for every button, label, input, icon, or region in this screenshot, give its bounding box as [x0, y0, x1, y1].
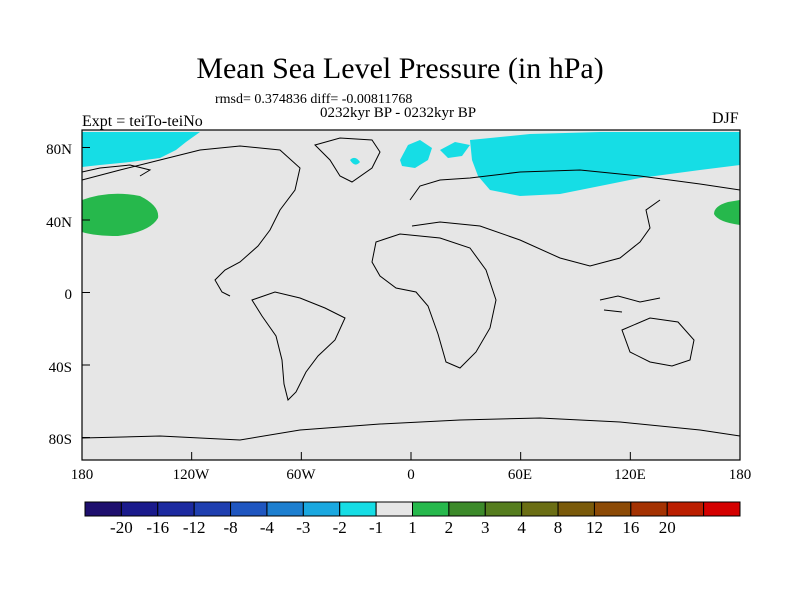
coast-africa: [371, 233, 497, 369]
lat-label-40s: 40S: [48, 360, 72, 376]
lat-label-0: 0: [64, 287, 73, 303]
cyan-region-eurasia: [470, 132, 740, 196]
cyan-region-north-america: [82, 132, 200, 167]
green-region-pacific-east: [82, 193, 159, 236]
colorbar-swatch: [120, 501, 159, 517]
lon-label-0: 0: [407, 467, 415, 483]
colorbar-swatch: [484, 501, 523, 517]
coast-greenland: [314, 137, 381, 183]
colorbar-label: 8: [553, 518, 563, 537]
colorbar-swatch: [630, 501, 668, 517]
coast-antarctica: [81, 417, 741, 441]
colorbar-swatch: [593, 501, 632, 517]
colorbar-swatch: [412, 501, 450, 517]
lon-label-180e: 180: [728, 467, 752, 483]
season-label: DJF: [712, 110, 739, 127]
colorbar-label: -8: [223, 518, 238, 537]
colorbar-swatch: [84, 501, 122, 517]
colorbar-swatch: [157, 501, 195, 517]
colorbar-label: -3: [296, 518, 311, 537]
coast-alaska: [81, 164, 152, 177]
lat-label-40n: 40N: [46, 215, 72, 231]
colorbar-label: 1: [408, 518, 417, 537]
colorbar-label: -1: [369, 518, 384, 537]
colorbar-label: 12: [585, 518, 603, 537]
colorbar-label: 20: [658, 518, 676, 537]
stats-text: rmsd= 0.374836 diff= -0.00811768: [215, 92, 413, 107]
colorbar-label: -20: [110, 518, 133, 537]
coast-europe-asia: [409, 169, 741, 267]
colorbar-swatch: [666, 501, 705, 517]
colorbar-swatch: [375, 501, 414, 517]
lat-label-80s: 80S: [48, 432, 72, 448]
coast-australia: [621, 317, 695, 367]
lon-label-120e: 120E: [614, 467, 646, 483]
cyan-region-scandinavia: [440, 142, 470, 158]
colorbar-swatch: [339, 501, 377, 517]
period-text: 0232kyr BP - 0232kyr BP: [320, 105, 477, 121]
cyan-region-greenland-sea: [350, 157, 360, 165]
map-title: Mean Sea Level Pressure (in hPa): [196, 52, 604, 85]
coast-indonesia: [599, 295, 661, 313]
colorbar-swatch: [302, 501, 341, 517]
axis-ticks: [81, 147, 741, 460]
colorbar-swatch: [521, 501, 559, 517]
green-region-pacific-west: [714, 200, 740, 225]
lon-label-60w: 60W: [286, 467, 316, 483]
colorbar-swatch: [230, 501, 268, 517]
colorbar: [84, 501, 741, 517]
colorbar-label: 2: [444, 518, 454, 537]
colorbar-label: 3: [481, 518, 490, 537]
colorbar-swatch: [448, 501, 486, 517]
lat-label-80n: 80N: [46, 142, 72, 158]
cyan-region-atlantic: [400, 140, 432, 168]
coast-south-america: [251, 291, 346, 401]
lon-label-120w: 120W: [172, 467, 210, 483]
colorbar-swatch: [557, 501, 595, 517]
negative-anomaly-regions: [82, 132, 740, 196]
lon-label-180w: 180: [70, 467, 94, 483]
colorbar-label: -12: [182, 518, 206, 537]
colorbar-label: -4: [259, 518, 275, 537]
lon-label-60e: 60E: [507, 467, 533, 483]
colorbar-swatch: [193, 501, 232, 517]
colorbar-swatch: [703, 501, 741, 517]
coast-north-america: [81, 145, 301, 297]
colorbar-label: -2: [332, 518, 347, 537]
colorbar-label: 16: [622, 518, 640, 537]
colorbar-label: -16: [146, 518, 170, 537]
experiment-label: Expt = teiTo-teiNo: [82, 113, 203, 130]
colorbar-swatch: [266, 501, 304, 517]
colorbar-label: 4: [517, 518, 526, 537]
map-background: [82, 130, 740, 460]
positive-anomaly-regions: [82, 193, 740, 236]
coastlines: [81, 137, 741, 441]
